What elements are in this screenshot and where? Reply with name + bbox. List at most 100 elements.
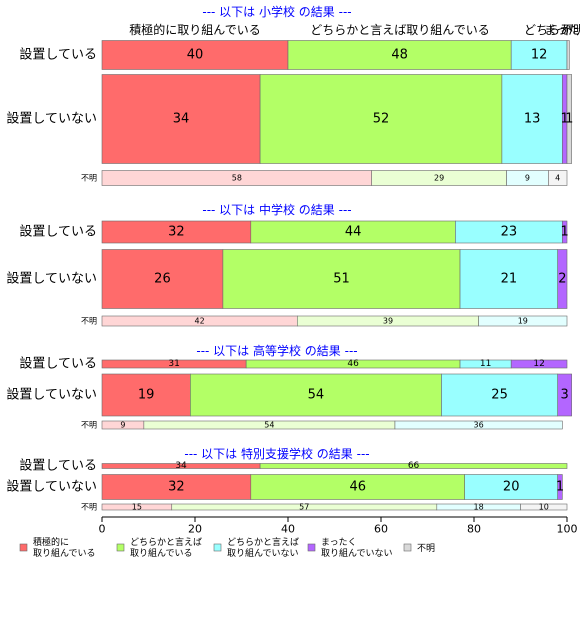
row-label: 設置していない (6, 387, 97, 403)
header-label: 積極的に取り組んでいる (129, 22, 260, 37)
panel-title: --- 以下は 小学校 の結果 --- (202, 4, 351, 19)
data-label: 1 (556, 480, 564, 495)
row-label: 不明 (81, 174, 97, 183)
data-label: 13 (524, 112, 541, 127)
legend-swatch (116, 543, 125, 552)
bar-segment (394, 420, 563, 430)
legend-label: どちらかと言えば (227, 536, 299, 548)
data-label: 52 (373, 112, 390, 127)
panel-title: --- 以下は 特別支援学校 の結果 --- (184, 446, 369, 461)
bar-segment (566, 40, 570, 70)
bar-segment (101, 249, 224, 309)
bar-segment (259, 463, 568, 469)
x-tick-label: 0 (99, 523, 106, 536)
legend-label: どちらかと言えば (130, 536, 202, 548)
data-label: 19 (138, 388, 155, 403)
header-label: 不明 (561, 23, 580, 37)
bar-segment (101, 474, 252, 500)
row-label: 不明 (81, 421, 97, 430)
data-label: 21 (501, 272, 518, 287)
data-label: 40 (187, 48, 204, 63)
row-label: 設置していない (6, 111, 97, 127)
x-tick-label: 60 (374, 523, 388, 536)
data-label: 12 (533, 359, 544, 369)
row-label: 設置している (19, 47, 97, 63)
row-label: 不明 (81, 317, 97, 326)
legend-swatch (213, 543, 222, 552)
bar-segment (520, 503, 568, 511)
data-label: 23 (501, 225, 518, 240)
bar-segment (190, 373, 442, 417)
data-label: 34 (173, 112, 190, 127)
bar-segment (566, 74, 572, 164)
legend-label: まったく (321, 537, 357, 548)
bar-segment (557, 249, 568, 309)
x-tick-label: 20 (188, 523, 202, 536)
bar-segment (250, 474, 465, 500)
legend-label: 取り組んでいる (33, 547, 96, 559)
data-label: 54 (308, 388, 325, 403)
row-label: 設置している (19, 356, 97, 372)
bar-segment (101, 373, 191, 417)
data-label: 66 (408, 461, 420, 471)
data-label: 10 (539, 503, 549, 512)
bar-segment (510, 40, 568, 70)
data-label: 46 (349, 480, 366, 495)
row-label: 設置していない (6, 479, 97, 495)
data-label: 26 (154, 272, 171, 287)
bar-segment (548, 170, 568, 186)
data-label: 32 (168, 225, 185, 240)
data-label: 51 (333, 272, 350, 287)
bar-segment (459, 249, 558, 309)
data-label: 32 (168, 480, 185, 495)
data-label: 57 (299, 503, 309, 512)
data-label: 12 (531, 48, 548, 63)
legend-label: 取り組んでいる (130, 547, 193, 559)
data-label: 34 (175, 461, 187, 471)
bar-segment (464, 474, 559, 500)
data-label: 15 (132, 503, 142, 512)
data-label: 20 (503, 480, 520, 495)
data-label: 4 (555, 174, 560, 183)
row-label: 設置していない (6, 271, 97, 287)
data-label: 48 (391, 48, 408, 63)
data-label: 9 (525, 174, 530, 183)
bar-segment (501, 74, 563, 164)
data-label: 29 (434, 174, 444, 183)
data-label: 58 (232, 174, 242, 183)
bar-segment (562, 220, 568, 244)
data-label: 25 (491, 388, 508, 403)
row-label: 不明 (81, 503, 97, 512)
bar-segment (222, 249, 461, 309)
header-label: まった (544, 23, 580, 37)
legend-swatch (307, 543, 316, 552)
bar-segment (478, 315, 568, 327)
data-label: 1 (561, 225, 569, 240)
row-label: 設置している (19, 224, 97, 240)
bar-segment (101, 74, 261, 164)
data-label: 19 (518, 317, 528, 326)
data-label: 39 (383, 317, 393, 326)
x-tick-label: 80 (467, 523, 481, 536)
data-label: 54 (264, 421, 274, 430)
data-label: 1 (561, 112, 569, 127)
header-label: どちらか (524, 23, 572, 37)
bar-segment (557, 373, 572, 417)
row-label: 設置している (19, 458, 97, 474)
legend-label: 不明 (417, 543, 435, 554)
x-tick-label: 40 (281, 523, 295, 536)
data-label: 44 (345, 225, 362, 240)
bar-segment (557, 474, 563, 500)
data-label: 1 (565, 112, 573, 127)
header-label: どちらかと言えば取り組んでいる (310, 23, 489, 37)
bar-segment (510, 359, 568, 369)
data-label: 2 (558, 272, 566, 287)
legend-label: 取り組んでいない (321, 547, 393, 559)
data-label: 3 (561, 388, 569, 403)
panel-title: --- 以下は 高等学校 の結果 --- (196, 343, 357, 358)
data-label: 11 (480, 359, 491, 369)
panel-title: --- 以下は 中学校 の結果 --- (202, 202, 351, 217)
data-label: 18 (474, 503, 484, 512)
legend-label: 積極的に (33, 536, 69, 548)
